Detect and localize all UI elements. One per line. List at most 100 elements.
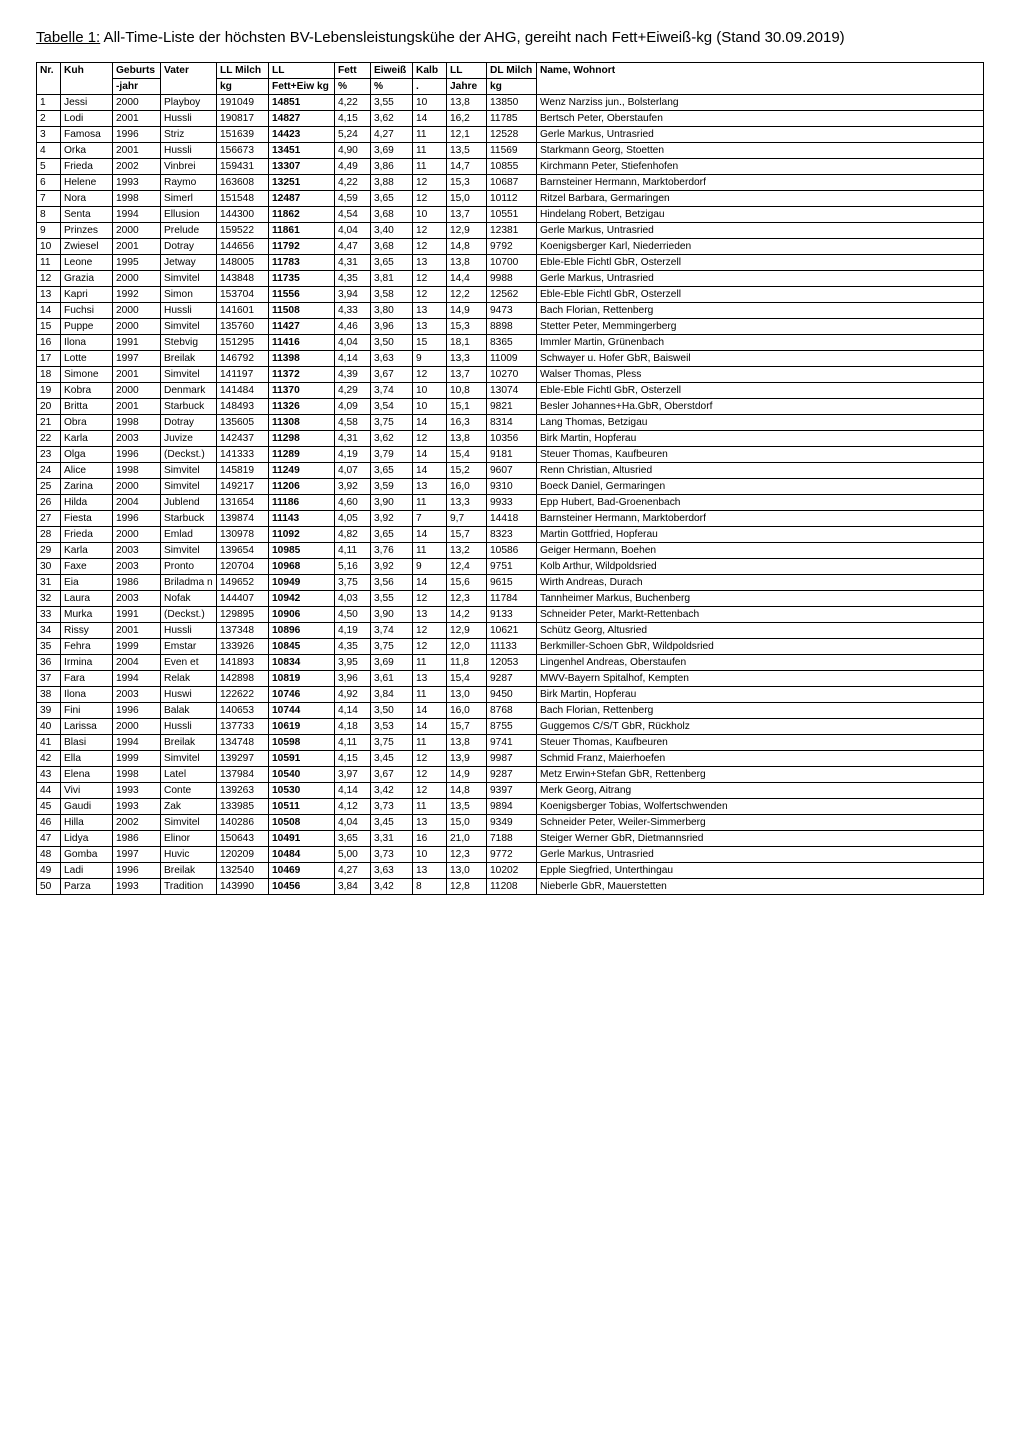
cell-llj: 13,3	[447, 495, 487, 511]
cell-geb: 1991	[113, 607, 161, 623]
cell-nr: 32	[37, 591, 61, 607]
cell-name: Eble-Eble Fichtl GbR, Osterzell	[537, 255, 984, 271]
cell-llm: 140653	[217, 703, 269, 719]
cell-vater: Tradition	[161, 879, 217, 895]
cell-llm: 159431	[217, 159, 269, 175]
cell-dlm: 13850	[487, 95, 537, 111]
cell-vater: Stebvig	[161, 335, 217, 351]
col-subheader-kalb: .	[413, 79, 447, 95]
cell-geb: 2001	[113, 239, 161, 255]
cell-geb: 2003	[113, 687, 161, 703]
cell-eiw: 3,31	[371, 831, 413, 847]
cell-kuh: Alice	[61, 463, 113, 479]
cell-llm: 143848	[217, 271, 269, 287]
cell-eiw: 3,69	[371, 143, 413, 159]
cell-llj: 15,0	[447, 815, 487, 831]
cell-kuh: Fini	[61, 703, 113, 719]
cell-kuh: Grazia	[61, 271, 113, 287]
table-row: 20Britta2001Starbuck148493113264,093,541…	[37, 399, 984, 415]
cell-kalb: 9	[413, 559, 447, 575]
cell-nr: 44	[37, 783, 61, 799]
cell-ll: 11416	[269, 335, 335, 351]
cell-ll: 11289	[269, 447, 335, 463]
col-header-name: Name, Wohnort	[537, 63, 984, 95]
cell-nr: 36	[37, 655, 61, 671]
cell-fett: 4,27	[335, 863, 371, 879]
cell-vater: Latel	[161, 767, 217, 783]
cell-llm: 142898	[217, 671, 269, 687]
table-row: 19Kobra2000Denmark141484113704,293,74101…	[37, 383, 984, 399]
cell-dlm: 11784	[487, 591, 537, 607]
cell-kuh: Ilona	[61, 687, 113, 703]
cell-fett: 4,92	[335, 687, 371, 703]
cell-eiw: 3,42	[371, 783, 413, 799]
cell-fett: 4,54	[335, 207, 371, 223]
cell-vater: Simvitel	[161, 751, 217, 767]
cell-kalb: 11	[413, 799, 447, 815]
cell-vater: Denmark	[161, 383, 217, 399]
cell-fett: 4,11	[335, 543, 371, 559]
title-rest: All-Time-Liste der höchsten BV-Lebenslei…	[100, 29, 844, 46]
cell-fett: 4,50	[335, 607, 371, 623]
cell-eiw: 3,56	[371, 575, 413, 591]
cell-kuh: Parza	[61, 879, 113, 895]
cell-ll: 10985	[269, 543, 335, 559]
cell-vater: Hussli	[161, 143, 217, 159]
cell-name: Steuer Thomas, Kaufbeuren	[537, 447, 984, 463]
cell-llj: 18,1	[447, 335, 487, 351]
cell-llm: 137733	[217, 719, 269, 735]
cell-kalb: 13	[413, 671, 447, 687]
cell-vater: Pronto	[161, 559, 217, 575]
cell-vater: Simvitel	[161, 271, 217, 287]
cell-ll: 10491	[269, 831, 335, 847]
cell-llm: 140286	[217, 815, 269, 831]
cell-kalb: 12	[413, 623, 447, 639]
cell-geb: 2001	[113, 399, 161, 415]
cell-vater: (Deckst.)	[161, 607, 217, 623]
cell-llm: 149217	[217, 479, 269, 495]
cell-geb: 2003	[113, 591, 161, 607]
table-row: 16Ilona1991Stebvig151295114164,043,50151…	[37, 335, 984, 351]
cell-llj: 14,7	[447, 159, 487, 175]
cell-geb: 1991	[113, 335, 161, 351]
cell-llj: 14,4	[447, 271, 487, 287]
cell-name: Bach Florian, Rettenberg	[537, 703, 984, 719]
col-header-llj: LL	[447, 63, 487, 79]
cell-llm: 141601	[217, 303, 269, 319]
table-row: 21Obra1998Dotray135605113084,583,751416,…	[37, 415, 984, 431]
cell-llm: 159522	[217, 223, 269, 239]
cell-llj: 14,2	[447, 607, 487, 623]
table-row: 5Frieda2002Vinbrei159431133074,493,86111…	[37, 159, 984, 175]
cell-ll: 11427	[269, 319, 335, 335]
cell-llm: 120704	[217, 559, 269, 575]
cell-kuh: Britta	[61, 399, 113, 415]
cell-geb: 2001	[113, 367, 161, 383]
cell-eiw: 3,65	[371, 255, 413, 271]
cell-eiw: 3,73	[371, 847, 413, 863]
cell-nr: 40	[37, 719, 61, 735]
table-row: 31Eia1986Briladma n149652109493,753,5614…	[37, 575, 984, 591]
cell-llj: 13,7	[447, 207, 487, 223]
cell-fett: 4,22	[335, 175, 371, 191]
cell-dlm: 9181	[487, 447, 537, 463]
cell-llj: 13,2	[447, 543, 487, 559]
cell-name: Gerle Markus, Untrasried	[537, 127, 984, 143]
cell-llm: 145819	[217, 463, 269, 479]
cell-nr: 42	[37, 751, 61, 767]
cell-llj: 15,6	[447, 575, 487, 591]
cell-name: Eble-Eble Fichtl GbR, Osterzell	[537, 383, 984, 399]
cell-ll: 13451	[269, 143, 335, 159]
cell-fett: 4,04	[335, 223, 371, 239]
cell-fett: 4,14	[335, 351, 371, 367]
col-subheader-geb: -jahr	[113, 79, 161, 95]
table-row: 30Faxe2003Pronto120704109685,163,92912,4…	[37, 559, 984, 575]
table-row: 1Jessi2000Playboy191049148514,223,551013…	[37, 95, 984, 111]
cell-kuh: Rissy	[61, 623, 113, 639]
cell-eiw: 3,58	[371, 287, 413, 303]
col-subheader-eiw: %	[371, 79, 413, 95]
cell-dlm: 12381	[487, 223, 537, 239]
cell-vater: Hussli	[161, 111, 217, 127]
cell-ll: 10456	[269, 879, 335, 895]
cell-geb: 1999	[113, 751, 161, 767]
cell-eiw: 3,81	[371, 271, 413, 287]
